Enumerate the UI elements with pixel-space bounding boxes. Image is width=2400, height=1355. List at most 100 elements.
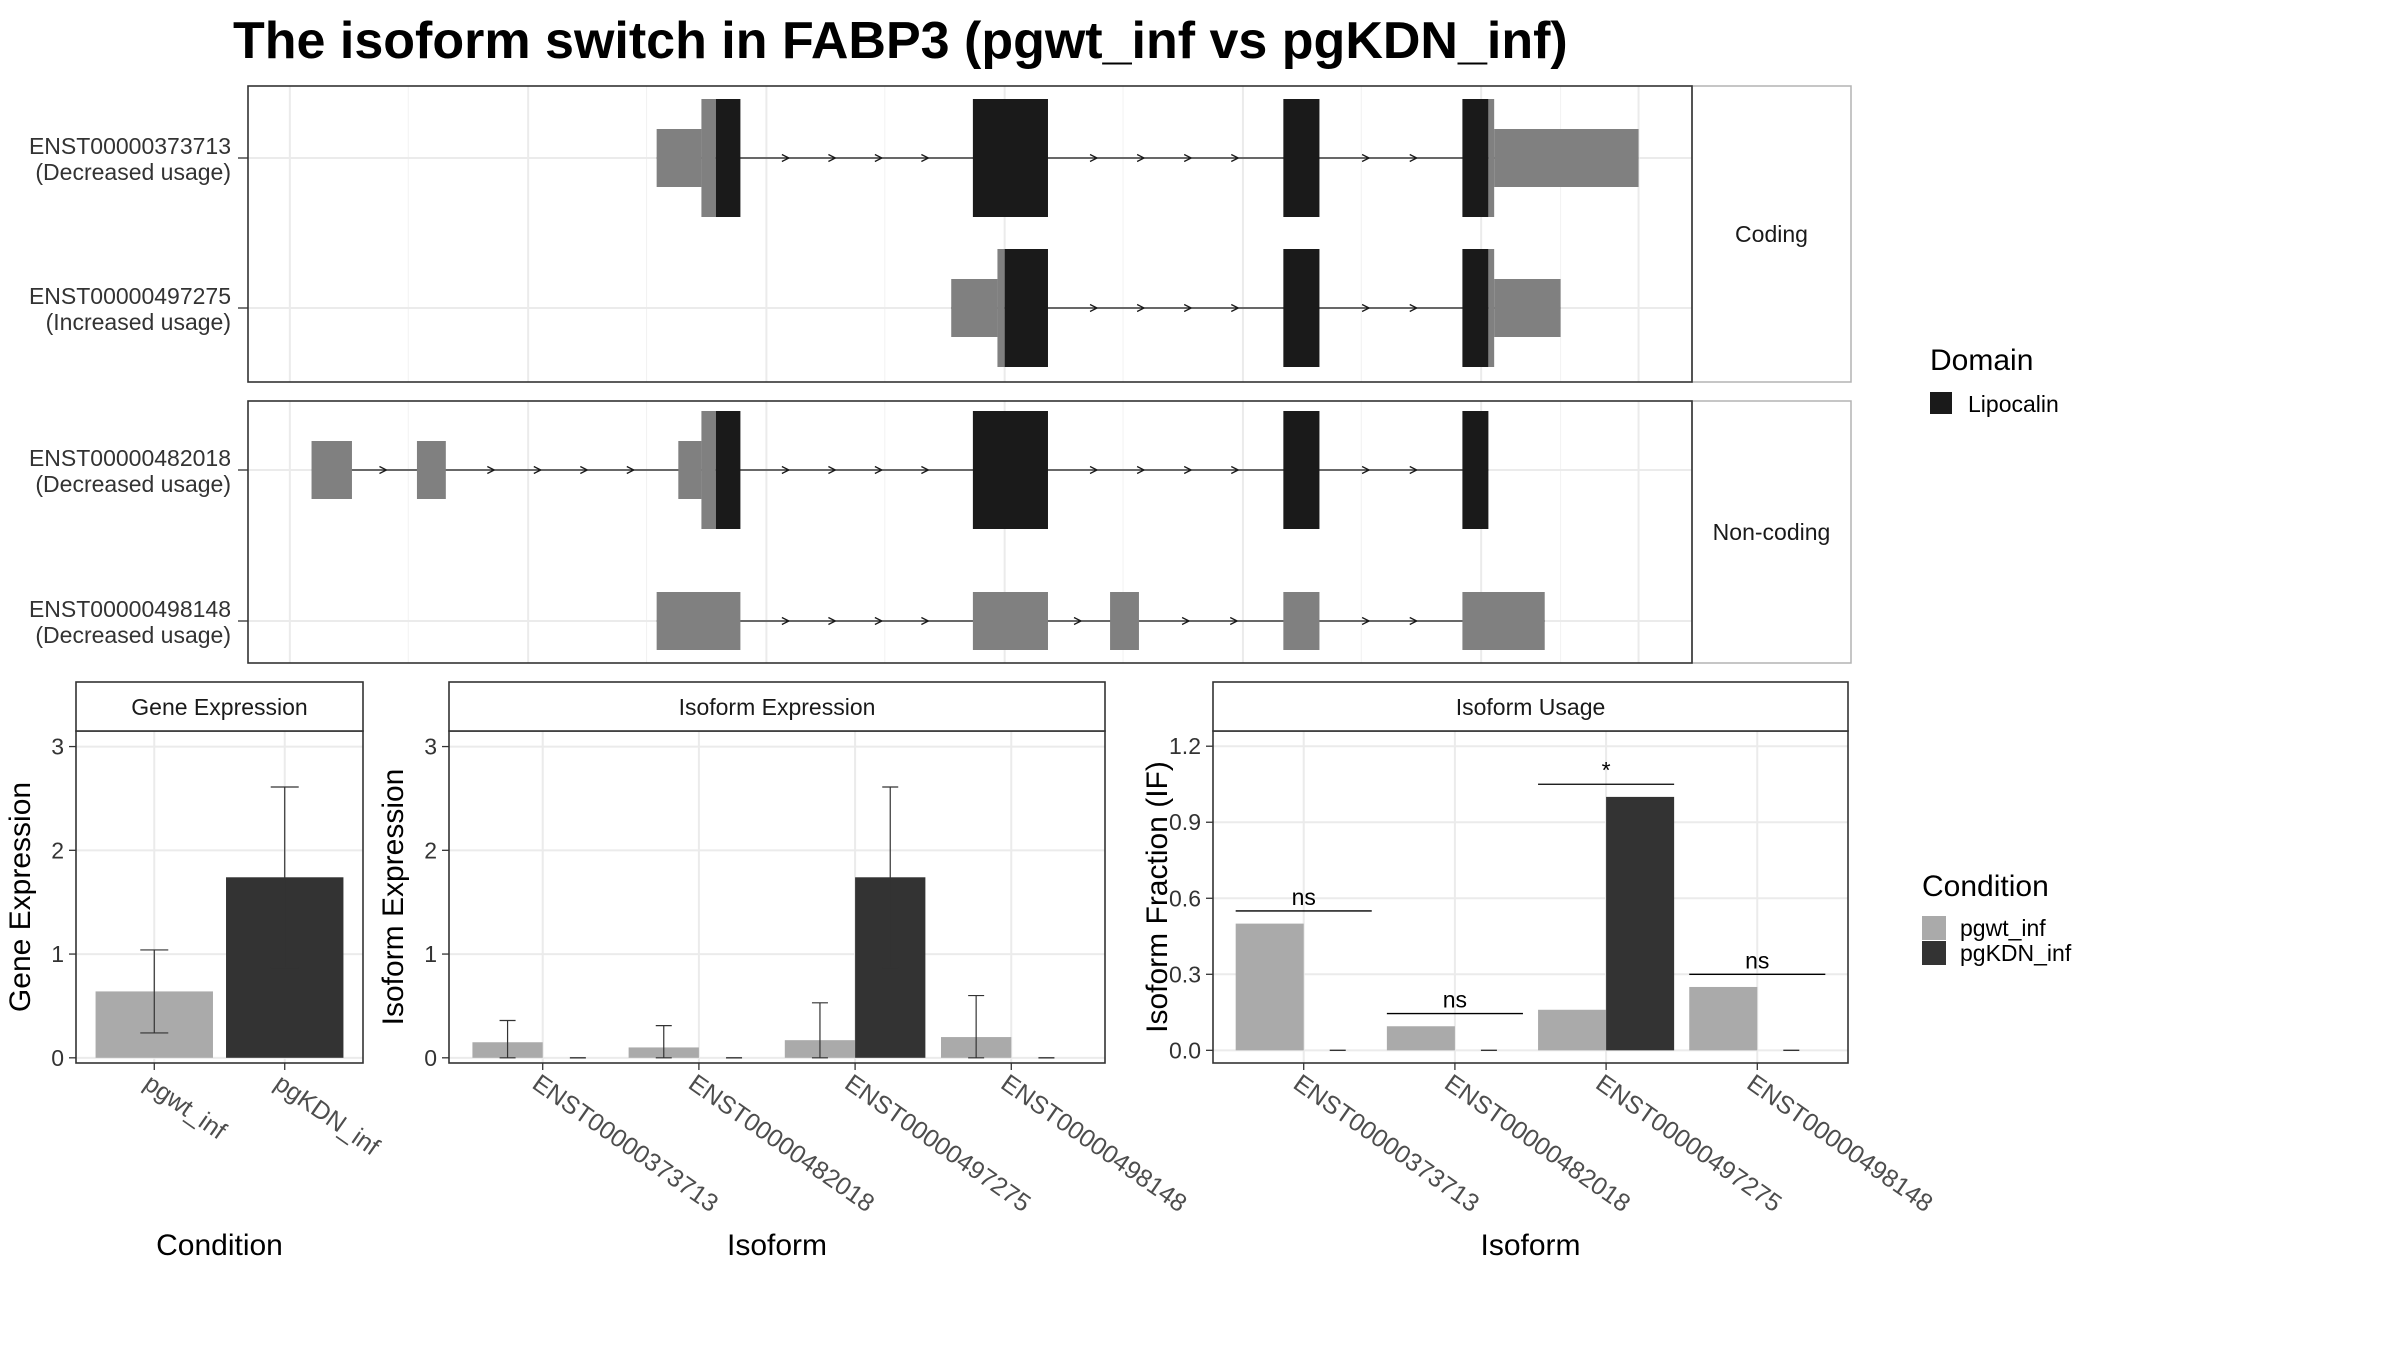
domain-legend-key bbox=[1930, 392, 1952, 414]
direction-arrow bbox=[828, 616, 837, 626]
utr-exon bbox=[1488, 99, 1495, 217]
direction-arrow bbox=[1089, 465, 1099, 475]
utr-exon bbox=[1462, 592, 1545, 650]
utr-exon bbox=[311, 441, 352, 499]
y-tick-label: 1 bbox=[51, 941, 64, 967]
direction-arrow bbox=[487, 465, 496, 475]
direction-arrow bbox=[828, 465, 837, 475]
y-tick-label: 0.3 bbox=[1169, 961, 1201, 987]
direction-arrow bbox=[1361, 616, 1371, 626]
utr-exon bbox=[1488, 249, 1495, 367]
bar-panel: 0 1 2 3 Gene Expression pgwt_inf pgKDN_inf Cond… bbox=[4, 681, 384, 1262]
direction-arrow bbox=[379, 465, 388, 475]
domain-exon bbox=[1462, 249, 1489, 367]
bar bbox=[1235, 923, 1304, 1051]
panel-title: Isoform Expression bbox=[679, 694, 876, 720]
transcript-id-label: ENST00000373713 bbox=[29, 133, 231, 159]
direction-arrow bbox=[580, 465, 589, 475]
figure-title: The isoform switch in FABP3 (pgwt_inf vs… bbox=[233, 12, 1568, 70]
y-tick-label: 0 bbox=[424, 1045, 437, 1071]
domain-legend: Domain Lipocalin bbox=[1930, 344, 2059, 417]
y-tick-label: 0 bbox=[51, 1045, 64, 1071]
transcript-usage-label: (Decreased usage) bbox=[35, 471, 231, 497]
utr-exon bbox=[1494, 129, 1639, 187]
panel-title: Gene Expression bbox=[131, 694, 307, 720]
bar bbox=[1538, 1009, 1607, 1051]
direction-arrow bbox=[781, 153, 791, 163]
y-axis-title: Gene Expression bbox=[4, 782, 37, 1012]
facet-strip-label: Non-coding bbox=[1713, 519, 1831, 545]
utr-exon bbox=[1494, 279, 1561, 337]
utr-exon bbox=[656, 129, 702, 187]
direction-arrow bbox=[921, 465, 930, 475]
direction-arrow bbox=[1136, 465, 1146, 475]
x-axis-title: Condition bbox=[156, 1229, 283, 1262]
significance-label: ns bbox=[1443, 987, 1467, 1013]
facet-panel-border bbox=[247, 400, 1693, 664]
panel-strip bbox=[75, 681, 364, 732]
utr-exon bbox=[1283, 592, 1320, 650]
condition-legend-title: Condition bbox=[1922, 870, 2049, 903]
direction-arrow bbox=[828, 153, 837, 163]
bar bbox=[1386, 1026, 1455, 1051]
y-tick-label: 1.2 bbox=[1169, 733, 1201, 759]
significance-label: ns bbox=[1292, 884, 1316, 910]
facet-panel-bg bbox=[248, 401, 1692, 663]
utr-exon bbox=[1110, 592, 1139, 650]
x-tick-label: pgKDN_inf bbox=[269, 1069, 384, 1161]
expression-panels: 0 1 2 3 Gene Expression pgwt_inf pgKDN_inf Cond… bbox=[4, 681, 1938, 1262]
y-tick-label: 3 bbox=[51, 734, 64, 760]
direction-arrow bbox=[874, 153, 884, 163]
direction-arrow bbox=[1183, 303, 1193, 313]
y-tick-label: 0.0 bbox=[1169, 1037, 1201, 1063]
facet-strip bbox=[1691, 85, 1852, 383]
domain-exon bbox=[1004, 249, 1048, 367]
y-tick-label: 0.9 bbox=[1169, 809, 1201, 835]
direction-arrow bbox=[781, 465, 791, 475]
y-tick-label: 3 bbox=[424, 734, 437, 760]
condition-legend-label: pgwt_inf bbox=[1960, 915, 2046, 941]
direction-arrow bbox=[1361, 465, 1371, 475]
domain-legend-title: Domain bbox=[1930, 344, 2033, 377]
direction-arrow bbox=[1136, 303, 1146, 313]
y-tick-label: 0.6 bbox=[1169, 885, 1201, 911]
x-axis-title: Isoform bbox=[1480, 1229, 1580, 1262]
condition-legend-key bbox=[1922, 941, 1946, 965]
transcript-track: ENST00000498148(Decreased usage) bbox=[29, 592, 1545, 650]
direction-arrow bbox=[874, 616, 884, 626]
direction-arrow bbox=[1181, 616, 1191, 626]
y-axis-title: Isoform Fraction (IF) bbox=[1141, 761, 1174, 1033]
significance-label: ns bbox=[1745, 947, 1769, 973]
utr-exon bbox=[951, 279, 998, 337]
direction-arrow bbox=[1136, 153, 1146, 163]
direction-arrow bbox=[921, 616, 930, 626]
y-tick-label: 1 bbox=[424, 941, 437, 967]
direction-arrow bbox=[533, 465, 543, 475]
direction-arrow bbox=[1230, 303, 1240, 313]
transcript-usage-label: (Decreased usage) bbox=[35, 622, 231, 648]
direction-arrow bbox=[1089, 153, 1099, 163]
transcript-usage-label: (Decreased usage) bbox=[35, 159, 231, 185]
facet-strip-label: Coding bbox=[1735, 221, 1808, 247]
direction-arrow bbox=[1230, 153, 1240, 163]
significance-label: * bbox=[1602, 757, 1611, 783]
direction-arrow bbox=[921, 153, 930, 163]
panel-title: Isoform Usage bbox=[1456, 694, 1606, 720]
condition-legend-label: pgKDN_inf bbox=[1960, 940, 2072, 966]
utr-exon bbox=[678, 441, 702, 499]
transcript-track: ENST00000497275(Increased usage) bbox=[29, 249, 1561, 367]
transcript-track: ENST00000373713(Decreased usage) bbox=[29, 99, 1639, 217]
facet-panel-border bbox=[247, 85, 1693, 383]
transcript-id-label: ENST00000498148 bbox=[29, 596, 231, 622]
direction-arrow bbox=[874, 465, 884, 475]
domain-exon bbox=[972, 411, 1048, 529]
transcript-track: ENST00000482018(Decreased usage) bbox=[29, 411, 1489, 529]
direction-arrow bbox=[1409, 616, 1419, 626]
condition-legend-key bbox=[1922, 916, 1946, 940]
y-axis-title: Isoform Expression bbox=[377, 769, 410, 1026]
